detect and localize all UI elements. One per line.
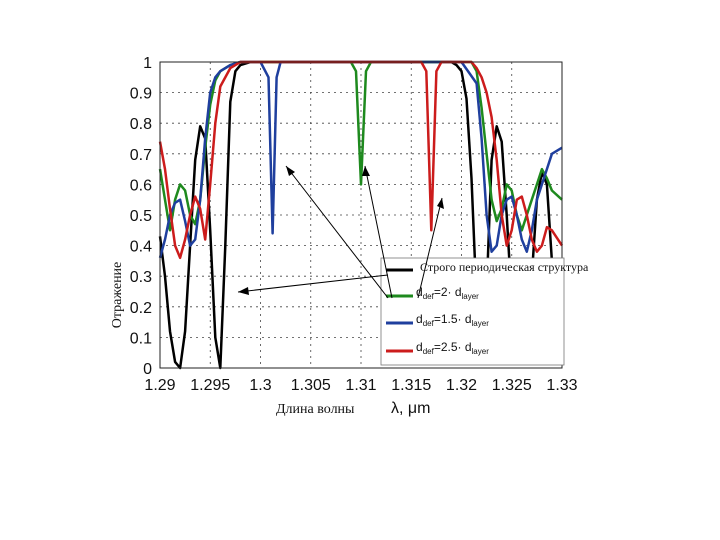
y-tick-label: 0.3 [130, 269, 152, 286]
arrowhead-2-5 [437, 198, 444, 209]
tick-labels: 1.29 1.295 1.3 1.305 1.31 1.315 1.32 1.325 1.33 0… [130, 55, 578, 394]
arrow-periodic [237, 274, 389, 293]
series-line-1 [158, 60, 563, 232]
y-tick-label: 0.9 [130, 86, 152, 103]
arrowhead-2 [362, 166, 370, 176]
y-tick-label: 0 [143, 361, 152, 378]
arrow-1-5 [285, 165, 389, 299]
x-tick-label: 1.33 [546, 377, 577, 394]
x-axis-unit-label: λ, μm [391, 400, 430, 417]
y-tick-label: 0.6 [130, 177, 152, 194]
legend-label-2-5: ddef=2.5· dlayer [416, 340, 489, 356]
y-tick-label: 0.8 [130, 116, 152, 133]
x-tick-label: 1.315 [391, 377, 431, 394]
y-tick-label: 0.7 [130, 147, 152, 164]
y-tick-label: 0.1 [130, 330, 152, 347]
x-tick-label: 1.325 [492, 377, 532, 394]
legend-title: Строго периодическая структура [420, 260, 589, 274]
y-tick-label: 0.5 [130, 208, 152, 225]
arrowhead-1-5 [286, 166, 295, 176]
legend: Строго периодическая структура ddef=2· d… [380, 257, 589, 366]
arrowhead-periodic [238, 287, 249, 295]
x-tick-label: 1.31 [345, 377, 376, 394]
legend-label-1-5: ddef=1.5· dlayer [416, 312, 489, 328]
x-tick-label: 1.29 [144, 377, 175, 394]
y-tick-label: 1 [143, 55, 152, 72]
y-axis-label: Отражение [110, 262, 125, 329]
x-tick-label: 1.32 [446, 377, 477, 394]
annotation-arrows [237, 165, 444, 299]
x-tick-label: 1.3 [249, 377, 271, 394]
legend-box [380, 257, 565, 366]
x-axis-label: Длина волны [276, 402, 355, 417]
series-line-3 [158, 60, 564, 260]
y-tick-label: 0.2 [130, 300, 152, 317]
x-tick-label: 1.295 [190, 377, 230, 394]
x-tick-label: 1.305 [291, 377, 331, 394]
arrow-2 [364, 165, 393, 299]
plot-frame [159, 61, 563, 369]
y-tick-label: 0.4 [130, 239, 152, 256]
arrow-2-5 [417, 197, 443, 299]
